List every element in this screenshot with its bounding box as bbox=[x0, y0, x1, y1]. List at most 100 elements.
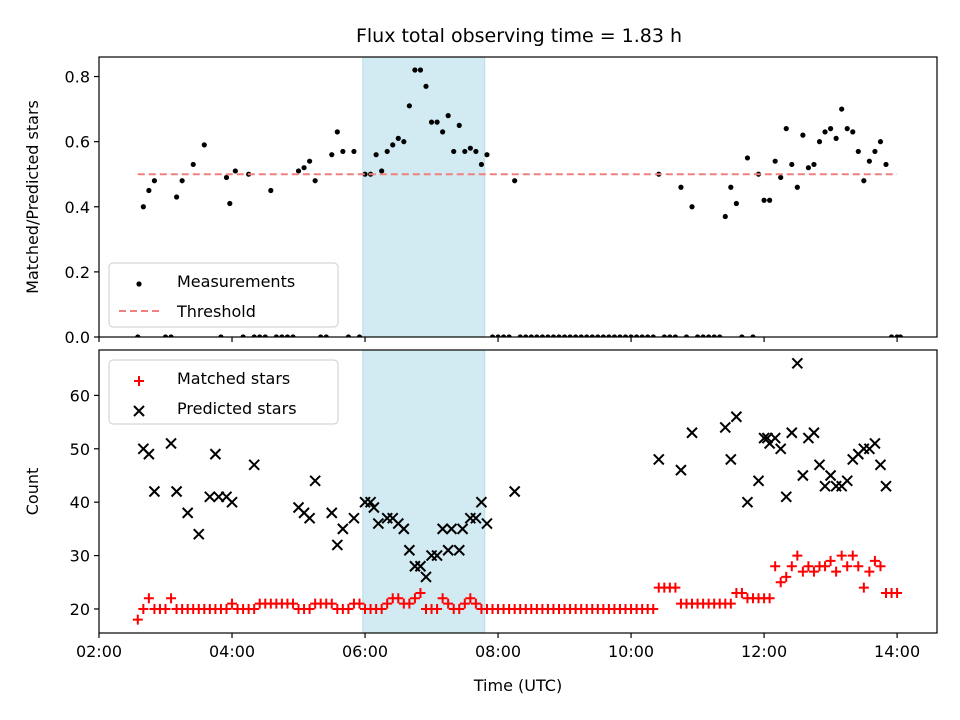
matched-stars-point bbox=[820, 561, 831, 572]
measurement-point bbox=[423, 83, 429, 89]
measurement-point bbox=[567, 334, 573, 337]
measurement-point bbox=[462, 148, 468, 155]
matched-stars-point bbox=[736, 587, 747, 598]
predicted-stars-point bbox=[181, 507, 194, 519]
y-tick-label: 0.8 bbox=[65, 68, 90, 87]
matched-stars-point bbox=[803, 561, 814, 572]
matched-stars-point bbox=[875, 561, 886, 572]
y-tick-label: 40 bbox=[70, 493, 90, 512]
legend-label: Predicted stars bbox=[177, 399, 297, 418]
predicted-stars-point bbox=[148, 485, 161, 498]
predicted-stars-point bbox=[372, 517, 385, 530]
measurement-point bbox=[606, 334, 612, 337]
measurement-point bbox=[251, 334, 257, 337]
measurement-point bbox=[307, 158, 313, 164]
predicted-stars-point bbox=[741, 496, 754, 508]
matched-stars-point bbox=[864, 566, 875, 577]
matched-stars-point bbox=[132, 614, 143, 625]
matched-stars-point bbox=[376, 603, 387, 614]
measurement-point bbox=[700, 334, 706, 337]
predicted-stars-point bbox=[481, 517, 493, 530]
measurement-point bbox=[428, 119, 435, 125]
measurement-point bbox=[861, 178, 867, 184]
predicted-stars-point bbox=[824, 469, 837, 482]
measurement-point bbox=[440, 129, 446, 135]
measurement-point bbox=[722, 213, 728, 220]
measurement-point bbox=[667, 334, 673, 337]
predicted-stars-point bbox=[780, 491, 792, 503]
measurement-point bbox=[456, 122, 462, 128]
matched-stars-point bbox=[432, 603, 443, 614]
matched-stars-point bbox=[853, 561, 864, 572]
series-1 bbox=[137, 357, 892, 583]
matched-stars-point bbox=[326, 598, 337, 609]
measurement-point bbox=[589, 334, 595, 337]
y-tick-label: 50 bbox=[70, 440, 90, 459]
measurement-point bbox=[523, 334, 529, 337]
measurement-point bbox=[545, 334, 551, 337]
matched-stars-point bbox=[465, 593, 476, 604]
x-tick-label: 08:00 bbox=[475, 642, 521, 661]
measurement-point bbox=[268, 187, 274, 194]
matched-stars-point bbox=[287, 598, 298, 609]
measurement-point bbox=[672, 334, 679, 337]
measurement-point bbox=[683, 334, 690, 337]
measurement-point bbox=[395, 135, 401, 141]
x-tick-label: 14:00 bbox=[874, 642, 920, 661]
measurement-point bbox=[495, 334, 501, 337]
measurement-point bbox=[290, 334, 296, 337]
measurement-point bbox=[617, 334, 623, 337]
predicted-stars-point bbox=[204, 491, 216, 503]
measurement-point bbox=[379, 168, 385, 174]
matched-stars-point bbox=[797, 566, 808, 577]
predicted-stars-point bbox=[143, 448, 155, 460]
predicted-stars-point bbox=[830, 480, 842, 492]
predicted-stars-point bbox=[786, 427, 798, 439]
matched-stars-point bbox=[166, 593, 177, 604]
matched-stars-point bbox=[409, 593, 420, 604]
predicted-stars-point bbox=[209, 448, 222, 460]
measurement-point bbox=[478, 161, 485, 168]
measurement-point bbox=[833, 135, 839, 141]
measurement-point bbox=[584, 334, 590, 337]
measurement-point bbox=[232, 168, 238, 174]
predicted-stars-point bbox=[431, 549, 443, 562]
matched-stars-point bbox=[415, 587, 426, 598]
measurement-point bbox=[850, 129, 856, 135]
predicted-stars-point bbox=[470, 512, 482, 524]
measurement-point bbox=[706, 334, 712, 337]
measurement-point bbox=[888, 334, 895, 337]
chart-title: Flux total observing time = 1.83 h bbox=[356, 25, 682, 47]
matched-stars-point bbox=[393, 593, 404, 604]
measurement-point bbox=[897, 334, 904, 337]
y-tick-label: 0.2 bbox=[65, 263, 90, 282]
measurement-point bbox=[223, 174, 230, 181]
matched-stars-point bbox=[454, 603, 465, 614]
matched-stars-point bbox=[858, 582, 869, 593]
measurement-point bbox=[739, 334, 745, 337]
predicted-stars-point bbox=[398, 523, 410, 535]
x-tick-label: 04:00 bbox=[209, 642, 255, 661]
y-tick-label: 0.6 bbox=[65, 133, 90, 152]
matched-stars-point bbox=[304, 603, 315, 614]
measurement-point bbox=[301, 165, 307, 171]
measurement-point bbox=[822, 129, 828, 135]
predicted-stars-point bbox=[364, 496, 377, 508]
measurement-point bbox=[390, 142, 396, 148]
measurement-point bbox=[334, 129, 340, 135]
y-tick-label: 30 bbox=[70, 547, 90, 566]
measurement-point bbox=[162, 334, 169, 337]
predicted-stars-point bbox=[725, 453, 737, 466]
measurement-point bbox=[295, 168, 302, 174]
measurement-point bbox=[401, 139, 407, 145]
matched-stars-point bbox=[770, 561, 781, 572]
measurement-point bbox=[318, 334, 324, 337]
matched-stars-point bbox=[648, 603, 659, 614]
measurement-point bbox=[151, 178, 158, 184]
matched-stars-point bbox=[836, 550, 847, 561]
matched-stars-point bbox=[470, 598, 481, 609]
measurement-point bbox=[500, 334, 507, 337]
predicted-stars-point bbox=[442, 544, 454, 556]
measurement-point bbox=[484, 152, 490, 158]
predicted-stars-point bbox=[719, 421, 731, 434]
